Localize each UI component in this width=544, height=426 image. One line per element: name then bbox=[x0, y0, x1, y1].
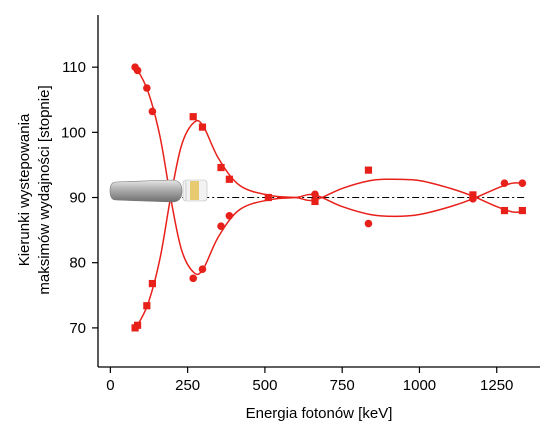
y-axis-title-line-2: maksimów wydajności [stopnie] bbox=[36, 85, 53, 294]
fit-curve-square bbox=[134, 119, 523, 330]
fit-curve-circle bbox=[134, 65, 523, 276]
data-point-circle bbox=[148, 107, 157, 116]
x-tick-label: 500 bbox=[252, 377, 277, 394]
x-tick-label: 750 bbox=[330, 377, 355, 394]
y-tick-label: 110 bbox=[62, 59, 86, 76]
y-tick-label: 100 bbox=[61, 124, 86, 141]
y-axis-title-line-1: Kierunki wystepowania bbox=[16, 113, 33, 266]
detector-crystal-icon bbox=[109, 179, 208, 203]
data-point-circle bbox=[364, 219, 373, 228]
x-tick-label: 250 bbox=[175, 377, 200, 394]
data-point-circle bbox=[225, 211, 234, 220]
data-point-square bbox=[469, 191, 477, 199]
data-point-circle bbox=[500, 179, 509, 187]
data-point-circle bbox=[518, 179, 527, 187]
data-point-square bbox=[364, 166, 373, 174]
data-point-square bbox=[500, 206, 509, 215]
x-tick-label: 1250 bbox=[480, 377, 513, 394]
data-point-circle bbox=[311, 190, 319, 199]
data-point-circle bbox=[189, 274, 197, 283]
x-axis-title: Energia fotonów [keV] bbox=[246, 405, 393, 422]
y-tick-label: 90 bbox=[69, 190, 86, 207]
data-point-circle bbox=[143, 84, 151, 92]
data-point-circle bbox=[133, 66, 142, 75]
y-tick-label: 80 bbox=[69, 255, 86, 272]
data-point-circle bbox=[217, 222, 225, 230]
data-point-square bbox=[189, 113, 197, 121]
data-point-square bbox=[143, 302, 151, 310]
data-point-square bbox=[198, 123, 207, 131]
data-point-square bbox=[217, 163, 225, 172]
data-point-square bbox=[148, 279, 156, 288]
data-point-circle bbox=[198, 265, 207, 274]
data-point-square bbox=[311, 197, 319, 206]
x-tick-label: 0 bbox=[106, 377, 114, 394]
data-point-square bbox=[518, 206, 526, 215]
data-point-square bbox=[133, 321, 142, 329]
y-tick-label: 70 bbox=[69, 320, 86, 337]
data-point-square bbox=[225, 175, 233, 183]
x-tick-label: 1000 bbox=[403, 377, 436, 394]
data-point-square bbox=[264, 193, 272, 202]
